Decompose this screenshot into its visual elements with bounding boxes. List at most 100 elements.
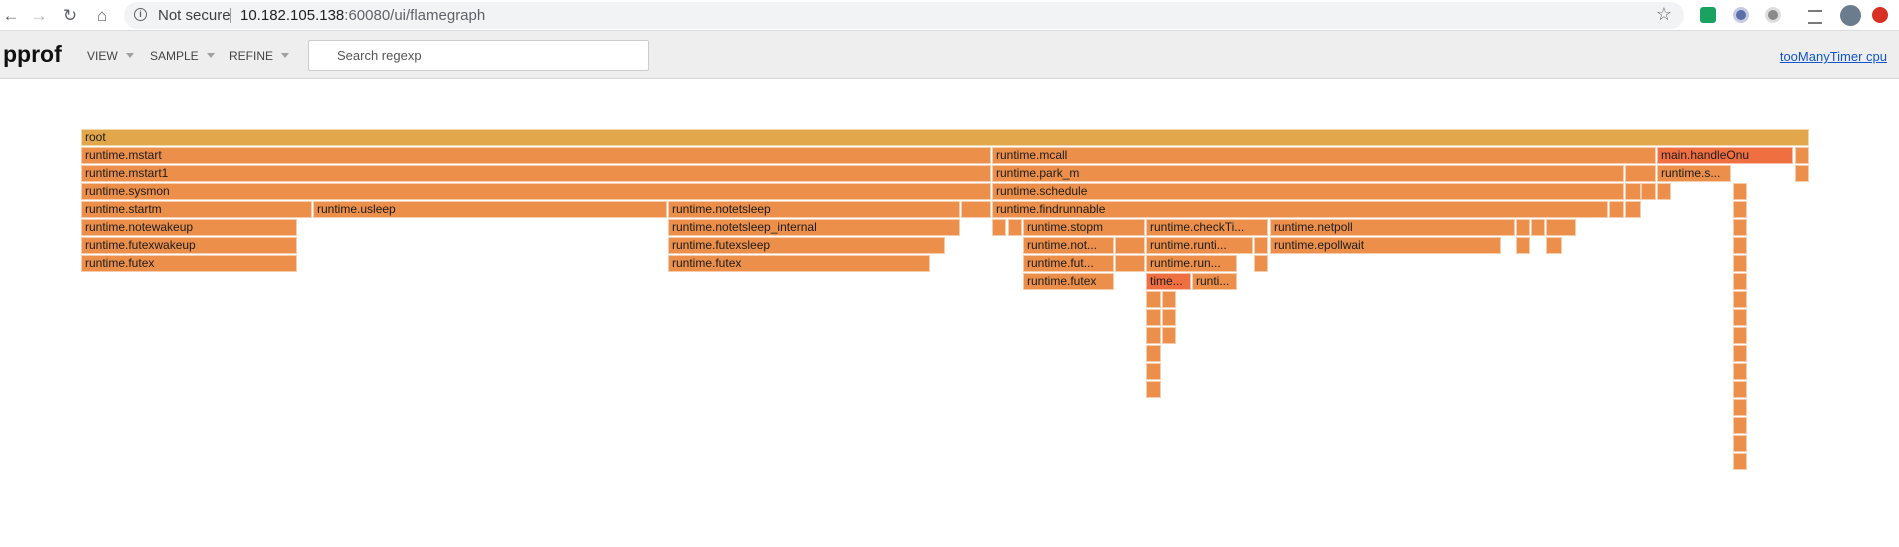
flame-frame[interactable]: runti...: [1192, 273, 1237, 290]
flame-frame[interactable]: runtime.futex: [81, 255, 297, 272]
flame-frame[interactable]: [1146, 345, 1161, 362]
menu-view-label: VIEW: [87, 49, 118, 63]
flame-frame[interactable]: [1733, 327, 1747, 344]
menu-sample[interactable]: SAMPLE: [150, 49, 215, 63]
flame-frame[interactable]: [1657, 183, 1671, 200]
back-arrow-icon[interactable]: ←: [2, 5, 20, 25]
search-input[interactable]: [308, 40, 649, 71]
flame-frame[interactable]: [1733, 183, 1747, 200]
flame-frame[interactable]: runtime.futex: [668, 255, 930, 272]
flame-frame[interactable]: runtime.s...: [1657, 165, 1731, 182]
flame-frame[interactable]: runtime.mstart: [81, 147, 991, 164]
url-path: :60080/ui/flamegraph: [344, 7, 486, 24]
flame-frame[interactable]: runtime.startm: [81, 201, 312, 218]
flame-frame[interactable]: runtime.schedule: [992, 183, 1624, 200]
flame-frame[interactable]: [1733, 255, 1747, 272]
flame-frame[interactable]: [1146, 309, 1161, 326]
caret-down-icon: [206, 53, 215, 58]
flame-frame[interactable]: [1733, 381, 1747, 398]
flame-frame[interactable]: [1516, 237, 1530, 254]
extension-circle-icon[interactable]: [1733, 7, 1749, 23]
flame-frame[interactable]: runtime.futex: [1023, 273, 1114, 290]
flame-frame[interactable]: [1146, 381, 1161, 398]
flame-frame[interactable]: runtime.park_m: [992, 165, 1624, 182]
security-label[interactable]: Not secure: [158, 7, 231, 24]
flame-frame[interactable]: [1546, 219, 1576, 236]
home-icon[interactable]: ⌂: [96, 5, 108, 25]
extension-ball-icon[interactable]: [1765, 7, 1781, 23]
flame-frame[interactable]: [1625, 165, 1656, 182]
menu-view[interactable]: VIEW: [87, 49, 134, 63]
flame-frame[interactable]: [1146, 327, 1161, 344]
flame-frame[interactable]: runtime.findrunnable: [992, 201, 1608, 218]
flame-frame[interactable]: runtime.mstart1: [81, 165, 991, 182]
flame-frame[interactable]: [1733, 291, 1747, 308]
flame-frame-root[interactable]: root: [81, 129, 1809, 146]
flame-frame[interactable]: runtime.run...: [1146, 255, 1237, 272]
flame-frame[interactable]: [1254, 255, 1268, 272]
flame-frame[interactable]: [1115, 255, 1145, 272]
avatar-icon[interactable]: [1840, 5, 1861, 26]
flame-frame[interactable]: [961, 201, 991, 218]
flame-frame[interactable]: [1641, 183, 1656, 200]
flame-frame[interactable]: [1531, 219, 1545, 236]
flame-frame[interactable]: [1795, 147, 1809, 164]
flame-frame[interactable]: [1146, 291, 1161, 308]
reload-icon[interactable]: ↻: [62, 5, 78, 25]
update-alert-icon[interactable]: [1872, 7, 1888, 23]
flame-frame[interactable]: [1733, 219, 1747, 236]
flame-frame[interactable]: [1008, 219, 1022, 236]
flame-frame[interactable]: [1162, 291, 1176, 308]
flame-frame[interactable]: runtime.futexwakeup: [81, 237, 297, 254]
flame-frame[interactable]: [1609, 201, 1624, 218]
flame-frame[interactable]: runtime.stopm: [1023, 219, 1145, 236]
flame-frame[interactable]: runtime.notewakeup: [81, 219, 297, 236]
flame-frame[interactable]: [1733, 273, 1747, 290]
flame-frame[interactable]: [1546, 237, 1562, 254]
flame-frame[interactable]: [1733, 453, 1747, 470]
flame-frame[interactable]: runtime.mcall: [992, 147, 1656, 164]
flame-frame[interactable]: [1733, 399, 1747, 416]
flame-frame[interactable]: [1733, 309, 1747, 326]
flame-frame[interactable]: runtime.usleep: [313, 201, 667, 218]
flame-frame[interactable]: runtime.netpoll: [1270, 219, 1515, 236]
menu-refine[interactable]: REFINE: [229, 49, 290, 63]
flame-frame[interactable]: [1625, 201, 1641, 218]
reading-list-icon[interactable]: [1808, 10, 1822, 24]
flame-frame[interactable]: time...: [1146, 273, 1191, 290]
profile-link[interactable]: tooManyTimer cpu: [1779, 49, 1887, 64]
forward-arrow-icon[interactable]: →: [30, 5, 48, 25]
flame-frame[interactable]: [1733, 237, 1747, 254]
flame-frame[interactable]: runtime.runti...: [1146, 237, 1253, 254]
flame-frame[interactable]: [1733, 363, 1747, 380]
flame-frame[interactable]: runtime.epollwait: [1270, 237, 1501, 254]
flame-frame[interactable]: [1115, 237, 1145, 254]
flame-frame[interactable]: [1733, 417, 1747, 434]
flame-frame[interactable]: [1795, 165, 1809, 182]
flame-frame[interactable]: runtime.notetsleep_internal: [668, 219, 960, 236]
flame-frame[interactable]: [992, 219, 1006, 236]
bookmark-star-icon[interactable]: ☆: [1655, 4, 1672, 24]
flame-frame[interactable]: [1625, 183, 1641, 200]
flame-frame[interactable]: runtime.checkTi...: [1146, 219, 1268, 236]
flame-frame[interactable]: runtime.sysmon: [81, 183, 991, 200]
flame-frame[interactable]: [1733, 201, 1747, 218]
info-icon[interactable]: i: [134, 8, 147, 21]
flame-frame[interactable]: [1733, 345, 1747, 362]
caret-down-icon: [281, 53, 290, 58]
shield-extension-icon[interactable]: [1700, 7, 1716, 23]
flame-frame[interactable]: runtime.not...: [1023, 237, 1114, 254]
address-bar[interactable]: i Not secure 10.182.105.138:60080/ui/fla…: [124, 2, 1684, 29]
flame-frame[interactable]: [1146, 363, 1161, 380]
flame-frame[interactable]: [1733, 435, 1747, 452]
flame-frame[interactable]: [1162, 327, 1176, 344]
app-title[interactable]: pprof: [3, 41, 62, 67]
flame-frame[interactable]: runtime.notetsleep: [668, 201, 960, 218]
flame-frame[interactable]: [1254, 237, 1268, 254]
flame-frame[interactable]: [1162, 309, 1176, 326]
flame-frame[interactable]: runtime.fut...: [1023, 255, 1114, 272]
flame-frame[interactable]: main.handleOnu: [1657, 147, 1793, 164]
flame-frame[interactable]: runtime.futexsleep: [668, 237, 945, 254]
url-text[interactable]: 10.182.105.138:60080/ui/flamegraph: [240, 7, 485, 24]
flame-frame[interactable]: [1516, 219, 1530, 236]
